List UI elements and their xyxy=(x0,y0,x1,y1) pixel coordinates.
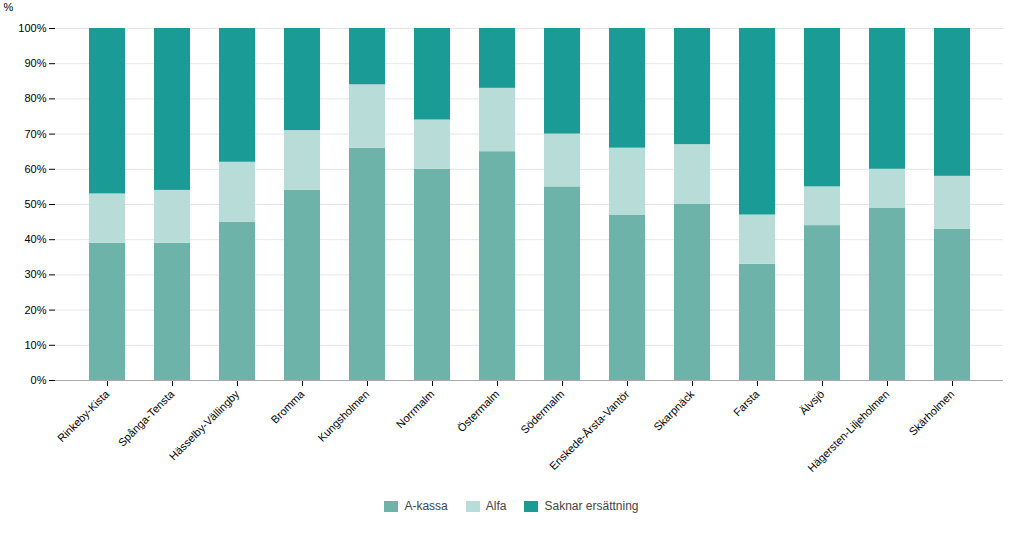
svg-text:Kungsholmen: Kungsholmen xyxy=(315,388,371,444)
html-text:Alfa: Alfa xyxy=(485,499,507,513)
svg-text:Skarpnäck: Skarpnäck xyxy=(651,387,697,433)
svg-text:80%: 80% xyxy=(24,92,46,104)
svg-text:Norrmalm: Norrmalm xyxy=(394,388,437,431)
svg-text:60%: 60% xyxy=(24,163,46,175)
html-text:A-kassa: A-kassa xyxy=(404,499,448,513)
svg-text:Farsta: Farsta xyxy=(731,387,762,418)
svg-text:30%: 30% xyxy=(24,268,46,280)
svg-text:Älvsjö: Älvsjö xyxy=(797,388,826,417)
svg-text:0%: 0% xyxy=(31,374,47,386)
svg-text:%: % xyxy=(4,1,14,13)
svg-text:40%: 40% xyxy=(24,233,46,245)
svg-text:Hägersten-Liljeholmen: Hägersten-Liljeholmen xyxy=(805,388,891,474)
svg-text:Rinkeby-Kista: Rinkeby-Kista xyxy=(55,387,112,444)
svg-text:Spånga-Tensta: Spånga-Tensta xyxy=(116,387,177,448)
svg-text:Bromma: Bromma xyxy=(269,387,307,425)
svg-text:Södermalm: Södermalm xyxy=(518,388,566,436)
svg-text:Hässelby-Vällingby: Hässelby-Vällingby xyxy=(167,387,242,462)
svg-text:Enskede-Årsta-Vantör: Enskede-Årsta-Vantör xyxy=(547,388,632,473)
svg-text:20%: 20% xyxy=(24,304,46,316)
svg-text:50%: 50% xyxy=(24,198,46,210)
svg-text:Skärholmen: Skärholmen xyxy=(906,388,956,438)
svg-text:Östermalm: Östermalm xyxy=(455,388,502,435)
svg-text:90%: 90% xyxy=(24,57,46,69)
svg-text:70%: 70% xyxy=(24,128,46,140)
svg-text:10%: 10% xyxy=(24,339,46,351)
html-text:Saknar ersättning: Saknar ersättning xyxy=(544,499,639,513)
svg-text:100%: 100% xyxy=(18,22,46,34)
